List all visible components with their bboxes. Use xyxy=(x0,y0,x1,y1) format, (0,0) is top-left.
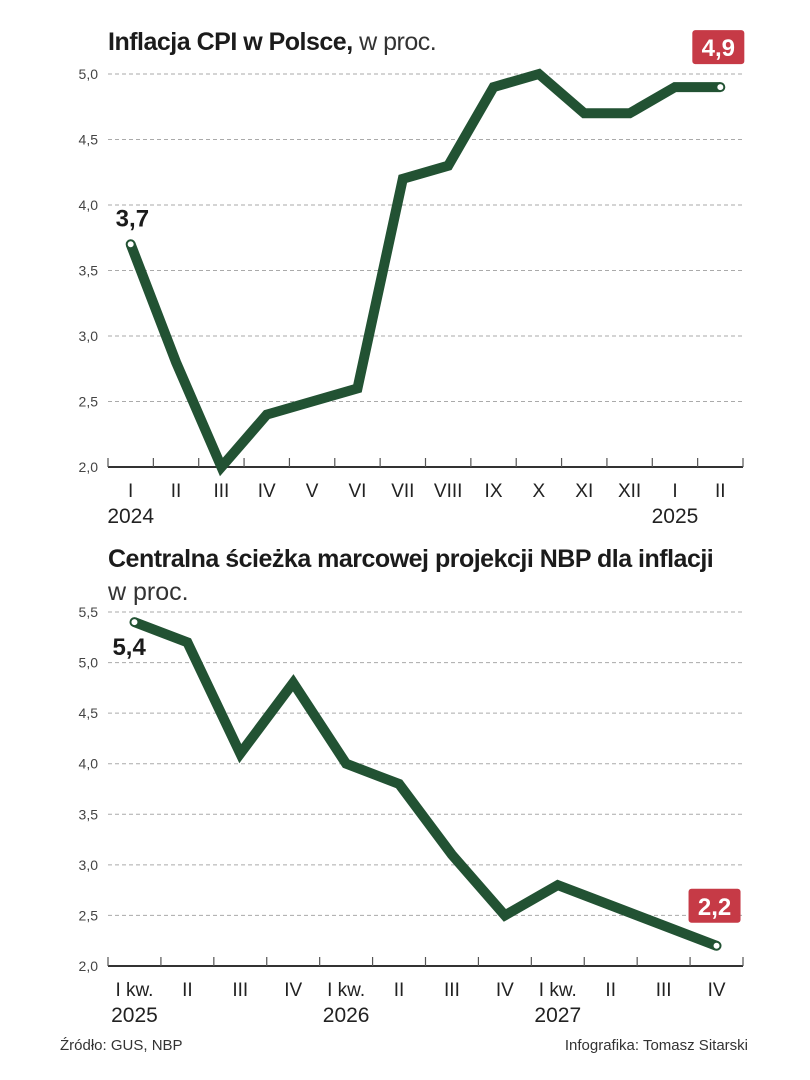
chart2-plot: 2,02,53,03,54,04,55,05,5I kw. II III IV I kw… xyxy=(79,604,744,1027)
x-tick-label: VIII xyxy=(434,481,463,502)
x-tick-label: XI xyxy=(575,481,593,502)
x-tick-label: II xyxy=(715,481,726,502)
endpoint-marker xyxy=(715,82,726,93)
value-label: 3,7 xyxy=(116,205,149,232)
value-label: 5,4 xyxy=(112,634,146,661)
endpoint-marker xyxy=(129,617,140,628)
y-tick-label: 5,5 xyxy=(79,604,99,620)
value-badge xyxy=(688,888,741,923)
x-tick-label: IV xyxy=(258,481,276,502)
chart1-subtitle: w proc. xyxy=(359,28,437,56)
y-tick-label: 2,0 xyxy=(79,958,99,974)
year-label: 2026 xyxy=(323,1004,370,1027)
x-tick-label: I kw. xyxy=(115,980,153,1001)
series-line xyxy=(126,68,721,477)
chart2-title: Centralna ścieżka marcowej projekcji NBP… xyxy=(108,545,714,574)
x-tick-label: II xyxy=(171,481,182,502)
y-tick-label: 4,5 xyxy=(79,132,99,148)
x-tick-label: III xyxy=(213,481,229,502)
y-tick-label: 3,0 xyxy=(79,857,99,873)
x-tick-label: I kw. xyxy=(327,980,365,1001)
x-tick-label: II xyxy=(182,980,193,1001)
y-tick-label: 2,0 xyxy=(79,459,99,475)
value-badge-label: 4,9 xyxy=(702,35,735,62)
x-tick-label: IX xyxy=(485,481,503,502)
value-badge xyxy=(692,30,745,65)
x-tick-label: II xyxy=(394,980,405,1001)
y-tick-label: 4,5 xyxy=(79,705,99,721)
y-tick-label: 4,0 xyxy=(79,756,99,772)
y-tick-label: 4,0 xyxy=(79,197,99,213)
chart2-subtitle: w proc. xyxy=(108,578,189,606)
y-tick-label: 2,5 xyxy=(79,394,99,410)
credit-note: Infografika: Tomasz Sitarski xyxy=(564,1037,748,1054)
x-tick-label: III xyxy=(656,980,672,1001)
x-tick-label: VII xyxy=(391,481,414,502)
y-tick-label: 3,0 xyxy=(79,328,99,344)
x-tick-label: III xyxy=(232,980,248,1001)
x-tick-label: IV xyxy=(496,980,514,1001)
y-tick-label: 3,5 xyxy=(79,806,99,822)
x-tick-label: III xyxy=(444,980,460,1001)
y-tick-label: 5,0 xyxy=(79,655,99,671)
chart2-title-main: Centralna ścieżka marcowej projekcji NBP… xyxy=(108,545,714,573)
x-tick-label: I xyxy=(672,481,677,502)
chart1-plot: 2,02,53,03,54,04,55,0I II III IV V VI VII VIII I… xyxy=(79,30,745,528)
x-tick-label: XII xyxy=(618,481,641,502)
y-tick-label: 3,5 xyxy=(79,263,99,279)
chart1-title-main: Inflacja CPI w Polsce, xyxy=(108,28,353,56)
x-tick-label: X xyxy=(533,481,546,502)
x-tick-label: I xyxy=(128,481,133,502)
endpoint-marker xyxy=(125,239,136,250)
x-tick-label: II xyxy=(605,980,616,1001)
series-line xyxy=(132,617,719,951)
x-tick-label: IV xyxy=(708,980,726,1001)
value-badge-label: 2,2 xyxy=(698,894,731,921)
year-label: 2027 xyxy=(534,1004,581,1027)
x-tick-label: VI xyxy=(348,481,366,502)
x-tick-label: I kw. xyxy=(539,980,577,1001)
x-tick-label: V xyxy=(306,481,319,502)
endpoint-marker xyxy=(711,940,722,951)
year-label: 2025 xyxy=(652,505,699,528)
x-tick-label: IV xyxy=(284,980,302,1001)
y-tick-label: 2,5 xyxy=(79,907,99,923)
y-tick-label: 5,0 xyxy=(79,66,99,82)
source-note: Źródło: GUS, NBP xyxy=(60,1037,183,1054)
chart1-title: Inflacja CPI w Polsce, w proc. xyxy=(108,28,437,57)
year-label: 2025 xyxy=(111,1004,158,1027)
year-label: 2024 xyxy=(107,505,154,528)
